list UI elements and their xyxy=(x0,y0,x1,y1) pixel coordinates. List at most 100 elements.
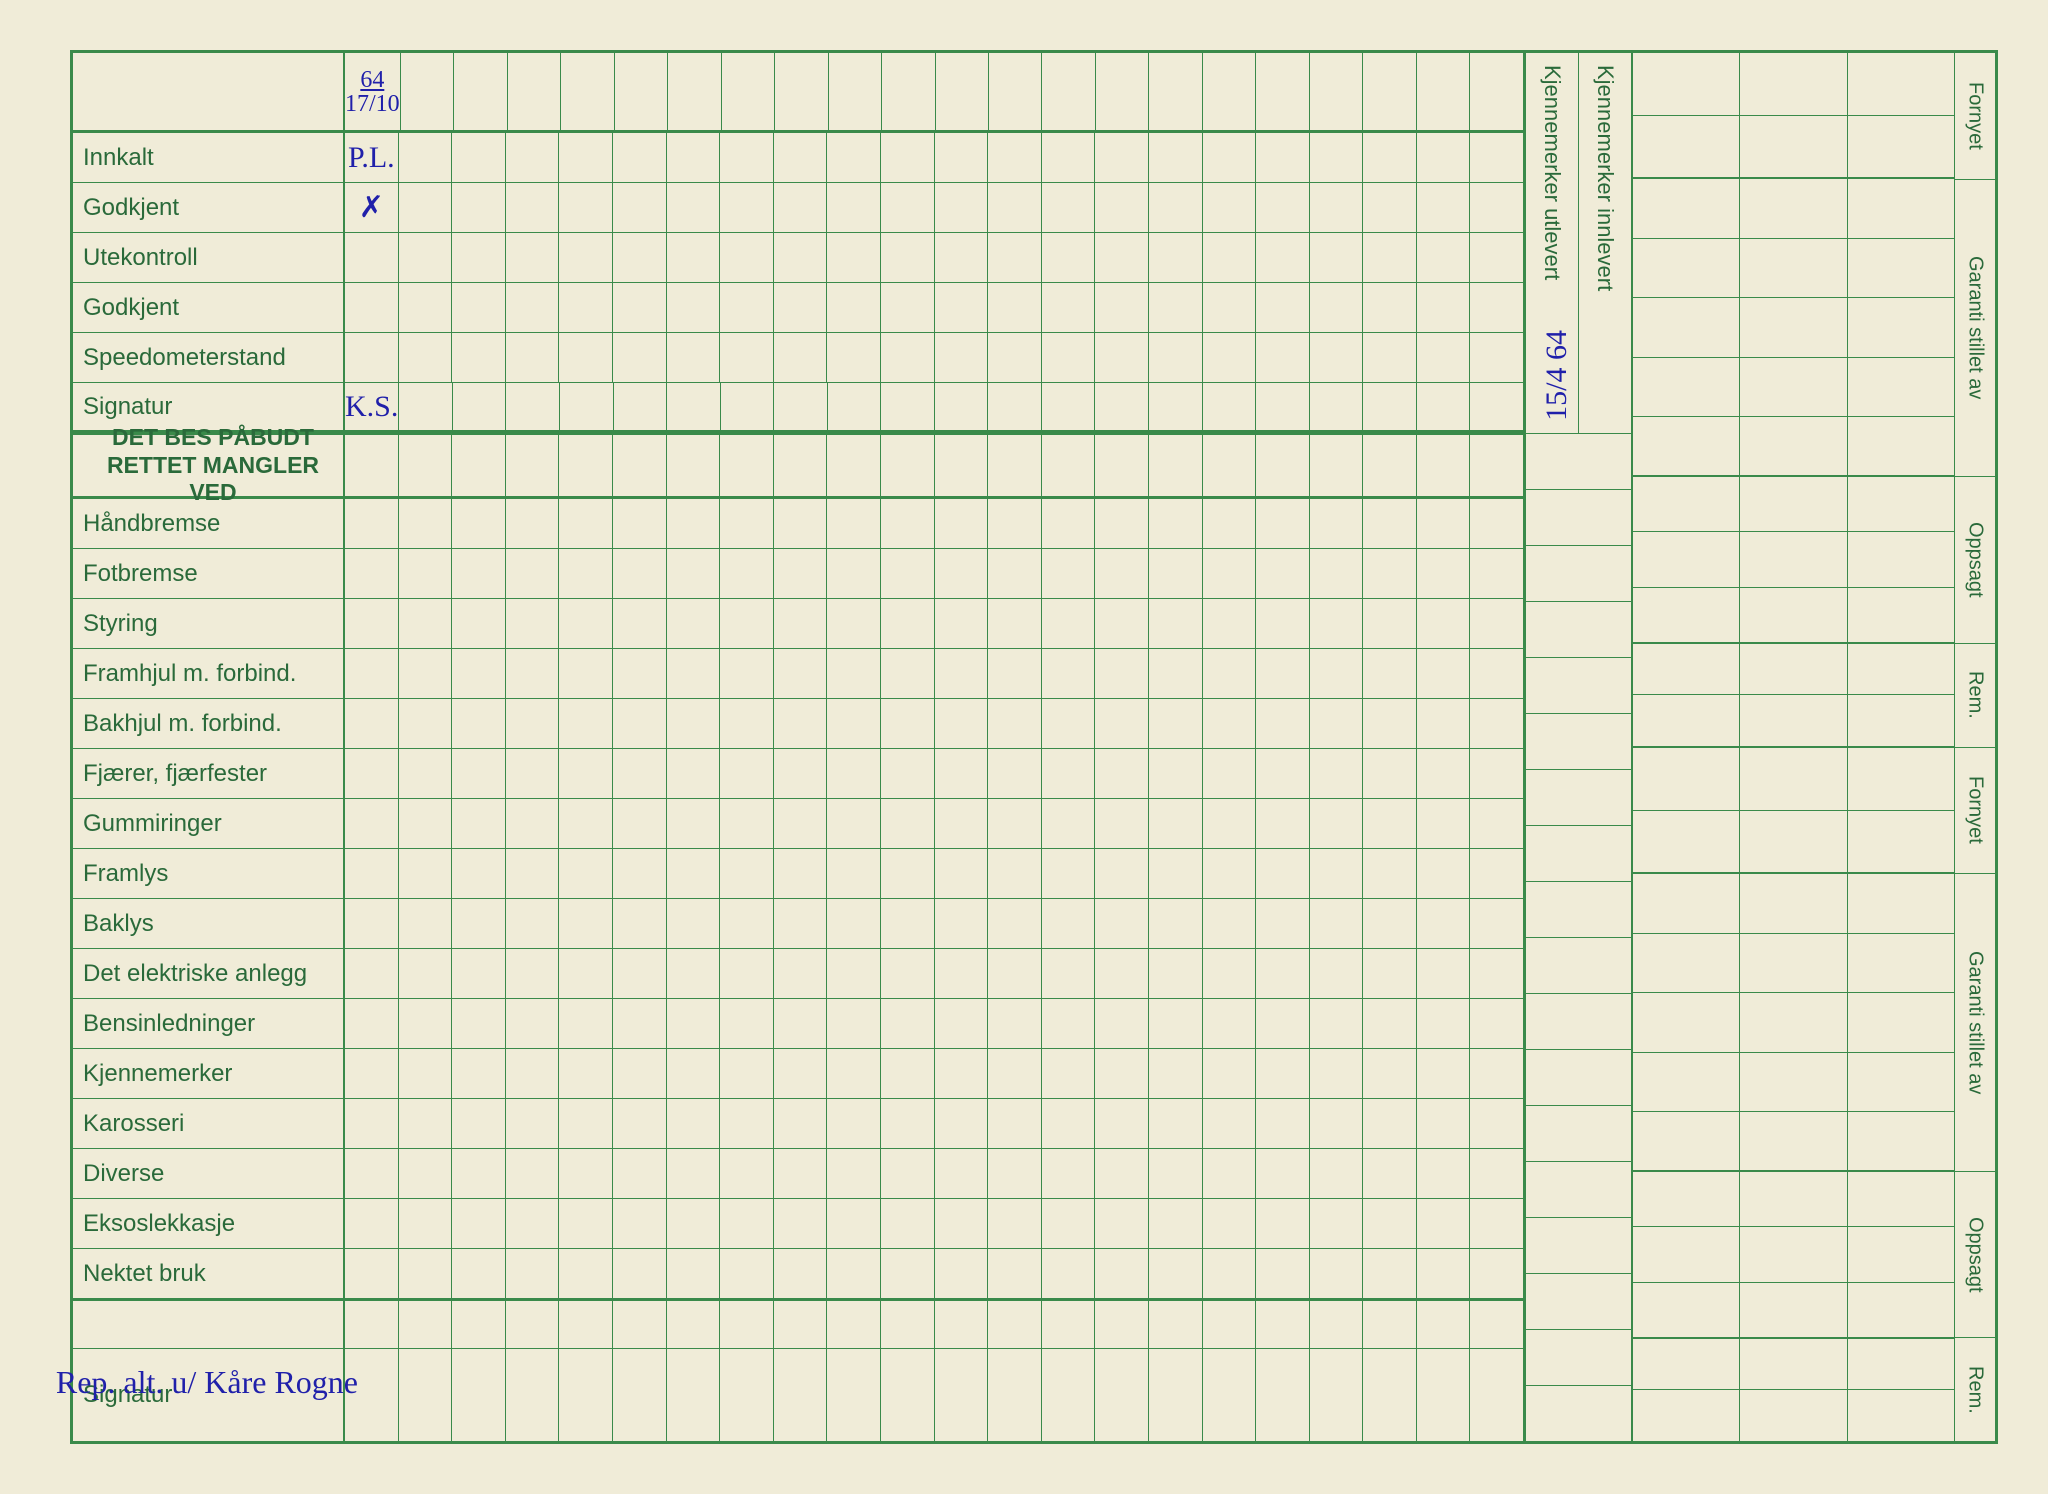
grid-cell xyxy=(722,53,775,130)
grid-cell xyxy=(1095,383,1149,430)
grid-cell xyxy=(345,699,399,748)
grid-cell xyxy=(1256,1049,1310,1098)
grid-cell xyxy=(345,499,399,548)
middle-row xyxy=(1526,1386,1631,1441)
grid-cell xyxy=(827,999,881,1048)
row-grid xyxy=(345,1149,1523,1198)
right-grid-row xyxy=(1633,476,1954,532)
row-label: Nektet bruk xyxy=(73,1249,345,1298)
grid-cell xyxy=(1256,183,1310,232)
grid-cell xyxy=(1417,435,1471,496)
inspection-row: Godkjent xyxy=(73,283,1523,333)
grid-cell xyxy=(559,1301,613,1348)
right-grid-cell xyxy=(1633,1053,1740,1111)
grid-cell xyxy=(667,233,721,282)
grid-cell xyxy=(560,383,614,430)
grid-cell xyxy=(1095,233,1149,282)
grid-cell xyxy=(1149,1301,1203,1348)
right-grid-cell xyxy=(1633,695,1740,746)
grid-cell xyxy=(1417,599,1471,648)
right-grid-row xyxy=(1633,298,1954,357)
right-grid-cell xyxy=(1848,588,1954,642)
grid-cell xyxy=(1256,649,1310,698)
grid-cell xyxy=(1149,699,1203,748)
grid-cell xyxy=(720,435,774,496)
grid-cell xyxy=(667,1301,721,1348)
right-grid-row xyxy=(1633,934,1954,993)
grid-cell xyxy=(1310,999,1364,1048)
grid-cell xyxy=(667,499,721,548)
grid-cell xyxy=(399,999,453,1048)
grid-cell xyxy=(1470,1301,1523,1348)
grid-cell xyxy=(1042,233,1096,282)
grid-cell xyxy=(1417,949,1471,998)
grid-cell xyxy=(881,183,935,232)
grid-cell xyxy=(1256,699,1310,748)
right-grid-row xyxy=(1633,747,1954,811)
grid-cell xyxy=(1149,333,1203,382)
right-label-segment: Oppsagt xyxy=(1955,477,1995,644)
grid-cell xyxy=(1363,1149,1417,1198)
grid-cell xyxy=(1470,899,1523,948)
grid-cell xyxy=(1203,53,1256,130)
grid-cell xyxy=(452,899,506,948)
middle-row xyxy=(1526,1162,1631,1218)
grid-cell xyxy=(667,1149,721,1198)
row-label: Fjærer, fjærfester xyxy=(73,749,345,798)
grid-cell xyxy=(774,649,828,698)
grid-cell xyxy=(1470,1199,1523,1248)
handwritten-note: Rep. alt. u/ Kåre Rogne xyxy=(56,1364,358,1401)
grid-cell xyxy=(613,1199,667,1248)
grid-cell xyxy=(988,1349,1042,1441)
grid-cell xyxy=(1149,1349,1203,1441)
grid-cell xyxy=(1095,599,1149,648)
middle-row xyxy=(1526,434,1631,490)
grid-cell xyxy=(1203,499,1257,548)
grid-cell xyxy=(345,549,399,598)
grid-cell xyxy=(1203,799,1257,848)
grid-cell xyxy=(1310,183,1364,232)
right-grid-cell xyxy=(1633,116,1740,178)
grid-cell xyxy=(506,1301,560,1348)
grid-cell xyxy=(1310,549,1364,598)
grid-cell xyxy=(1256,233,1310,282)
grid-cell xyxy=(988,233,1042,282)
grid-cell xyxy=(1470,799,1523,848)
grid-cell xyxy=(1042,1301,1096,1348)
right-grid-cell xyxy=(1633,1112,1740,1170)
row-grid xyxy=(345,549,1523,598)
defect-row: Kjennemerker xyxy=(73,1049,1523,1099)
grid-cell xyxy=(1417,899,1471,948)
header-label-blank xyxy=(73,53,345,130)
grid-cell xyxy=(1256,999,1310,1048)
grid-cell xyxy=(452,1301,506,1348)
grid-cell xyxy=(1149,53,1202,130)
grid-cell xyxy=(1363,133,1417,182)
grid-cell xyxy=(1095,133,1149,182)
grid-cell xyxy=(559,283,613,332)
grid-cell xyxy=(1256,499,1310,548)
grid-cell xyxy=(720,1149,774,1198)
grid-cell xyxy=(1203,699,1257,748)
grid-cell xyxy=(1149,233,1203,282)
middle-row xyxy=(1526,546,1631,602)
grid-cell xyxy=(559,1249,613,1298)
grid-cell xyxy=(988,649,1042,698)
grid-cell xyxy=(613,1249,667,1298)
row-label: Framlys xyxy=(73,849,345,898)
grid-cell xyxy=(720,1301,774,1348)
grid-cell xyxy=(1310,599,1364,648)
grid-cell xyxy=(774,1049,828,1098)
right-label-text: Garanti stillet av xyxy=(1964,951,1987,1094)
grid-cell xyxy=(774,999,828,1048)
defect-row: Fjærer, fjærfester xyxy=(73,749,1523,799)
grid-cell xyxy=(1256,1249,1310,1298)
grid-cell xyxy=(988,183,1042,232)
right-grid-cell xyxy=(1633,179,1740,237)
grid-cell xyxy=(1470,133,1523,182)
grid-cell xyxy=(935,1301,989,1348)
grid-cell xyxy=(613,1301,667,1348)
grid-cell xyxy=(1470,499,1523,548)
grid-cell xyxy=(1417,333,1471,382)
row-label xyxy=(73,1301,345,1348)
